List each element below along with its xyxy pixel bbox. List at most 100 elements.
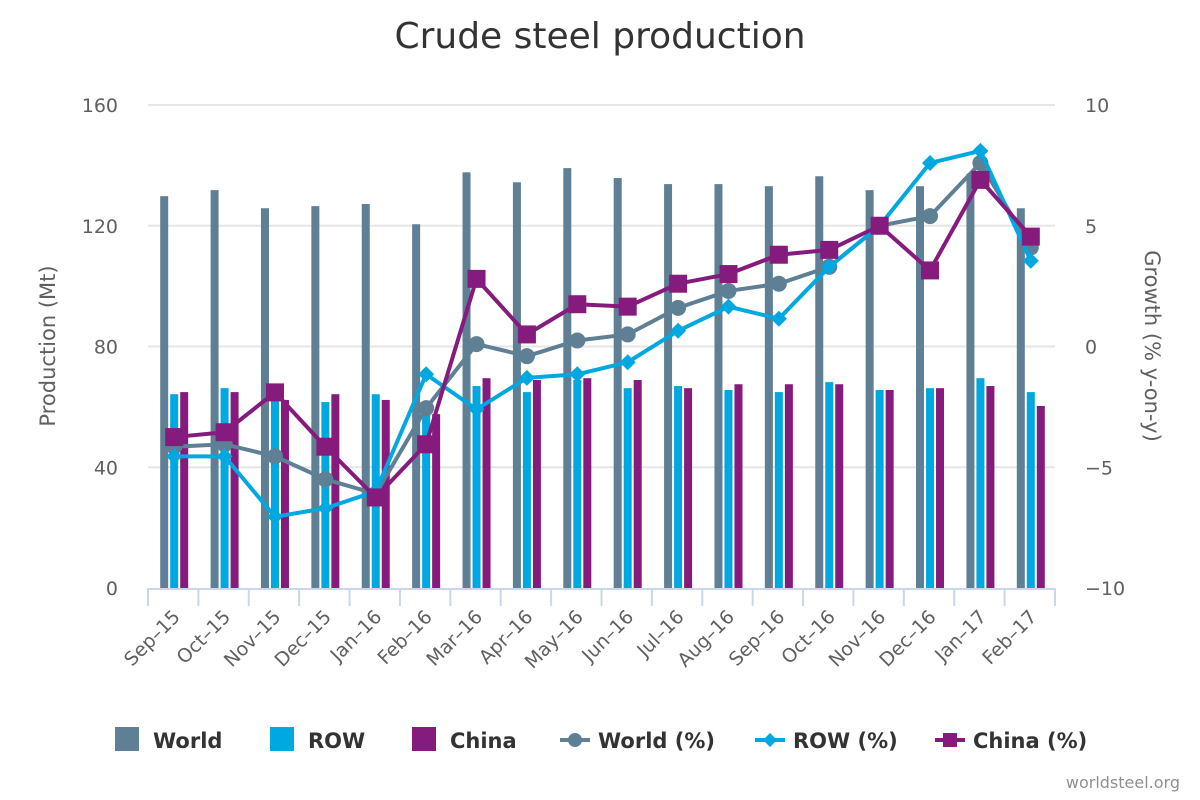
bar-world: [865, 190, 874, 588]
point-china: [265, 383, 284, 402]
y2-tick-label: 0: [1085, 337, 1097, 359]
bar-world: [311, 206, 320, 589]
bar-world: [1016, 208, 1025, 588]
bar-china: [936, 388, 945, 588]
legend-label: ROW: [308, 729, 365, 753]
y2-tick-label: −5: [1085, 457, 1113, 479]
y-tick-label: 160: [82, 95, 118, 117]
y2-axis-title: Growth (% y-on-y): [1140, 250, 1164, 442]
y-axis-left: 0 40 80 120 160: [82, 95, 118, 600]
legend-label: China: [450, 729, 517, 753]
bar-world: [412, 224, 421, 588]
y-tick-label: 40: [94, 457, 118, 479]
point-world: [619, 326, 636, 343]
bar-row: [623, 388, 632, 588]
y-tick-label: 80: [94, 337, 118, 359]
bar-world: [462, 172, 471, 589]
bar-row: [522, 392, 531, 588]
point-row: [619, 354, 636, 371]
point-china: [568, 295, 587, 314]
bar-row: [170, 394, 179, 588]
bar-world: [664, 184, 673, 588]
point-row: [670, 322, 687, 339]
point-world: [468, 336, 485, 353]
y2-tick-label: −10: [1085, 578, 1125, 600]
point-world: [922, 208, 939, 225]
point-china: [467, 269, 486, 288]
point-china: [1021, 227, 1040, 246]
legend-swatch-china: [412, 727, 436, 751]
bar-row: [422, 412, 431, 588]
line-world: [174, 160, 1033, 496]
bar-china: [583, 378, 592, 588]
x-tick-label: Dec–15: [271, 606, 336, 671]
x-axis: Sep–15Oct–15Nov–15Dec–15Jan–16Feb–16Mar–…: [120, 588, 1056, 673]
bar-world: [613, 178, 622, 588]
bar-row: [573, 380, 582, 588]
bar-row: [674, 386, 683, 588]
point-row: [1022, 252, 1039, 269]
bar-row: [825, 382, 834, 588]
legend-label: World: [153, 729, 222, 753]
point-world: [518, 348, 535, 365]
bar-row: [724, 389, 733, 588]
x-tick-label: Aug–16: [673, 606, 739, 672]
chart-title: Crude steel production: [394, 16, 805, 57]
point-row: [720, 298, 737, 315]
bar-row: [220, 388, 229, 588]
legend-square-marker-icon: [943, 733, 957, 747]
point-row: [569, 366, 586, 383]
bar-china: [885, 389, 894, 588]
point-row: [770, 310, 787, 327]
gridlines: [148, 104, 1055, 469]
bar-row: [774, 392, 783, 588]
bar-china: [331, 394, 340, 588]
bar-china: [280, 399, 289, 588]
bar-row: [270, 397, 279, 588]
bar-row: [875, 389, 884, 588]
bar-china: [180, 392, 189, 588]
point-world: [569, 332, 586, 349]
point-row: [972, 142, 989, 159]
legend-label: China (%): [973, 729, 1087, 753]
point-row: [317, 500, 334, 517]
bar-china: [835, 384, 844, 588]
legend-swatch-row: [270, 727, 294, 751]
bar-china: [633, 380, 642, 588]
legend-diamond-marker-icon: [763, 733, 777, 747]
bar-world: [210, 190, 219, 588]
bar-world: [714, 184, 723, 588]
point-china: [870, 216, 889, 235]
legend-label: World (%): [598, 729, 715, 753]
point-china: [669, 274, 688, 293]
bar-world: [966, 173, 975, 588]
line-row: [174, 148, 1033, 519]
point-china: [517, 325, 536, 344]
bar-china: [230, 392, 239, 588]
x-tick-label: Feb–17: [978, 606, 1041, 669]
credit-text: worldsteel.org: [1066, 773, 1180, 792]
point-world: [670, 299, 687, 316]
y-axis-right: −10 −5 0 5 10: [1085, 95, 1125, 600]
bar-world: [361, 204, 370, 588]
point-row: [922, 154, 939, 171]
point-row: [216, 448, 233, 465]
point-row: [518, 369, 535, 386]
point-china: [971, 170, 990, 189]
growth-lines: [165, 142, 1040, 525]
point-china: [769, 245, 788, 264]
bar-china: [986, 386, 995, 588]
legend-label: ROW (%): [793, 729, 898, 753]
bar-world: [815, 176, 824, 588]
bar-china: [734, 384, 743, 588]
bars: [160, 168, 1045, 589]
point-world: [317, 471, 334, 488]
x-tick-label: Jun–16: [577, 606, 638, 667]
point-china: [820, 240, 839, 259]
bar-world: [160, 196, 169, 588]
point-world: [770, 275, 787, 292]
bar-china: [784, 384, 793, 588]
y-axis-title: Production (Mt): [36, 265, 60, 426]
bar-china: [1036, 405, 1045, 588]
